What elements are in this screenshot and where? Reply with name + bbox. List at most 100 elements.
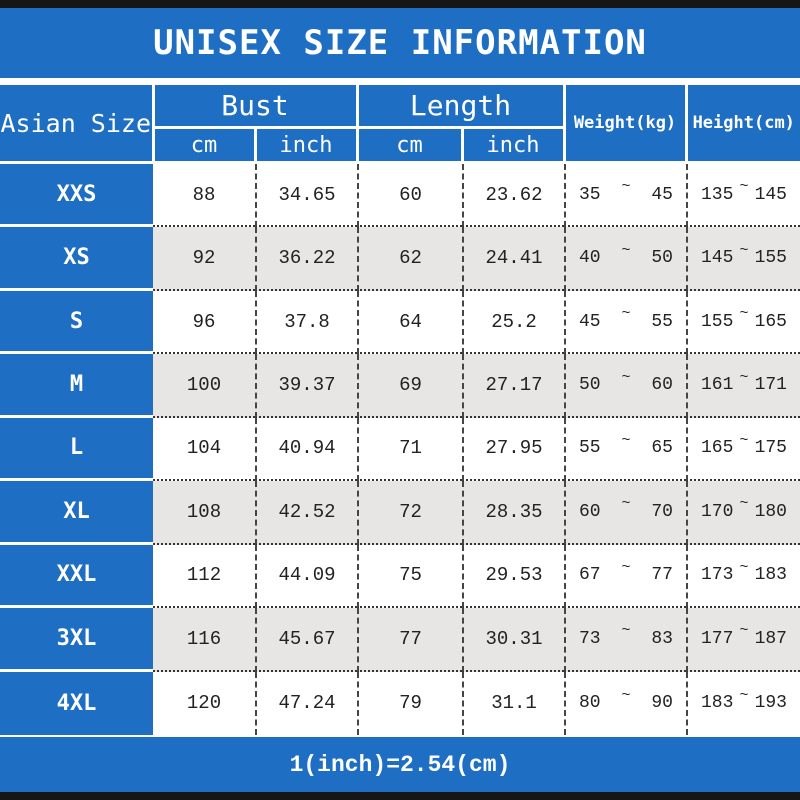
table-row: S 96 37.8 64 25.2 45 ~ 55 155 ~ 165	[0, 290, 800, 355]
height-min: 135	[701, 184, 734, 205]
size-label-cell: XXS	[0, 164, 153, 228]
weight-max: 50	[651, 248, 673, 269]
header-asian-size: Asian Size	[0, 85, 152, 161]
size-label-cell: 4XL	[0, 671, 153, 735]
weight-range-cell: 35 ~ 45	[564, 164, 686, 228]
tilde-glyph: ~	[621, 431, 631, 449]
weight-max: 60	[651, 375, 673, 396]
height-range-cell: 135 ~ 145	[686, 164, 800, 228]
tilde-glyph: ~	[621, 622, 631, 640]
weight-range-cell: 50 ~ 60	[564, 354, 686, 418]
size-label-cell: M	[0, 354, 153, 418]
table-row: XL 108 42.52 72 28.35 60 ~ 70 170 ~ 180	[0, 481, 800, 545]
footer-band: 1(inch)=2.54(cm)	[0, 735, 800, 792]
length-inch-cell: 27.95	[462, 417, 564, 482]
weight-max: 90	[651, 693, 673, 714]
weight-range-cell: 73 ~ 83	[564, 608, 686, 672]
header-group-bust: Bust	[154, 85, 356, 126]
bust-inch-cell: 45.67	[255, 608, 357, 672]
header-length-inch: inch	[463, 129, 563, 161]
table-row: 3XL 116 45.67 77 30.31 73 ~ 83 177 ~ 187	[0, 608, 800, 672]
bust-inch-cell: 44.09	[255, 544, 357, 609]
height-range-cell: 170 ~ 180	[686, 481, 800, 545]
height-range-cell: 155 ~ 165	[686, 290, 800, 355]
bust-cm-cell: 88	[153, 164, 255, 228]
weight-range-cell: 55 ~ 65	[564, 417, 686, 482]
length-cm-cell: 71	[357, 417, 462, 482]
page-title: UNISEX SIZE INFORMATION	[153, 23, 647, 63]
height-min: 170	[701, 501, 734, 522]
tilde-glyph: ~	[739, 241, 749, 259]
length-inch-cell: 31.1	[462, 671, 564, 735]
header-bust-cm: cm	[154, 129, 254, 161]
height-range-cell: 165 ~ 175	[686, 417, 800, 482]
top-frame-bar	[0, 0, 800, 8]
length-cm-cell: 72	[357, 481, 462, 545]
length-inch-cell: 29.53	[462, 544, 564, 609]
weight-min: 73	[579, 628, 601, 649]
header-height: Height(cm)	[687, 85, 800, 161]
bust-cm-cell: 120	[186, 692, 222, 715]
height-min: 165	[701, 438, 734, 459]
bust-cm-cell: 108	[153, 481, 255, 545]
tilde-glyph: ~	[739, 622, 749, 640]
table-row: L 104 40.94 71 27.95 55 ~ 65 165 ~ 175	[0, 417, 800, 482]
bust-inch-cell: 40.94	[255, 417, 357, 482]
weight-max: 55	[651, 311, 673, 332]
weight-range-cell: 40 ~ 50	[564, 227, 686, 291]
table-body: XXS 88 34.65 60 23.62 35 ~ 45 135 ~ 145 …	[0, 164, 800, 735]
title-band: UNISEX SIZE INFORMATION	[0, 8, 800, 78]
weight-range-cell: 67 ~ 77	[564, 544, 686, 609]
weight-min: 55	[579, 438, 601, 459]
size-label-cell: S	[0, 290, 153, 355]
tilde-glyph: ~	[739, 431, 749, 449]
weight-max: 65	[651, 438, 673, 459]
tilde-glyph: ~	[739, 178, 749, 196]
tilde-glyph: ~	[621, 241, 631, 259]
height-range-cell: 177 ~ 187	[686, 608, 800, 672]
weight-max: 83	[651, 628, 673, 649]
size-label-cell: XXL	[0, 544, 153, 609]
table-row: XS 92 36.22 62 24.41 40 ~ 50 145 ~ 155	[0, 227, 800, 291]
weight-max: 45	[651, 184, 673, 205]
height-min: 145	[701, 248, 734, 269]
bust-cm-cell: 112	[153, 545, 255, 609]
length-cm-cell: 79	[357, 671, 462, 735]
height-range-cell: 173 ~ 183	[686, 544, 800, 609]
size-label-cell: XL	[0, 481, 153, 545]
tilde-glyph: ~	[739, 305, 749, 323]
tilde-glyph: ~	[739, 368, 749, 386]
weight-range-cell: 60 ~ 70	[564, 481, 686, 545]
size-label-cell: L	[0, 417, 153, 482]
bust-inch-cell: 42.52	[255, 481, 357, 545]
length-inch-cell: 23.62	[462, 164, 564, 228]
bust-inch-cell: 39.37	[255, 354, 357, 418]
height-max: 175	[754, 438, 787, 459]
length-cm-cell: 69	[357, 354, 462, 418]
height-range-cell: 183 ~ 193	[686, 671, 800, 735]
bust-inch-cell: 34.65	[255, 164, 357, 228]
weight-max: 77	[651, 565, 673, 586]
bust-cm-cell: 116	[153, 608, 255, 672]
height-min: 183	[701, 693, 734, 714]
header-group-length: Length	[358, 85, 563, 126]
bust-inch-cell: 36.22	[255, 227, 357, 291]
length-cm-cell: 64	[357, 290, 462, 355]
height-max: 187	[754, 628, 787, 649]
weight-min: 45	[579, 311, 601, 332]
weight-range-cell: 80 ~ 90	[564, 671, 686, 735]
tilde-glyph: ~	[621, 305, 631, 323]
weight-min: 60	[579, 501, 601, 522]
height-max: 155	[754, 248, 787, 269]
height-min: 177	[701, 628, 734, 649]
length-inch-cell: 27.17	[462, 354, 564, 418]
header-length-cm: cm	[358, 129, 461, 161]
length-cm-cell: 75	[357, 544, 462, 609]
size-label-cell: XS	[0, 227, 153, 291]
weight-min: 40	[579, 248, 601, 269]
length-cm-cell: 60	[357, 164, 462, 228]
tilde-glyph: ~	[739, 686, 749, 704]
tilde-glyph: ~	[621, 558, 631, 576]
bust-cm-cell: 100	[153, 354, 255, 418]
height-range-cell: 145 ~ 155	[686, 227, 800, 291]
